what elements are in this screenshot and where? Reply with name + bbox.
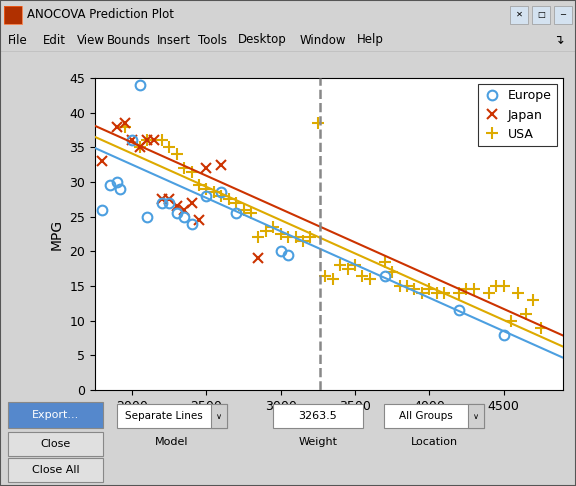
Text: Weight: Weight	[298, 437, 338, 447]
Text: Tools: Tools	[198, 34, 227, 47]
Text: ANOCOVA Prediction Plot: ANOCOVA Prediction Plot	[27, 7, 174, 20]
Bar	[4, 6, 22, 24]
Bar	[117, 404, 227, 428]
Text: Close All: Close All	[32, 465, 79, 475]
Bar	[468, 404, 484, 428]
Bar	[532, 6, 550, 24]
Bar	[8, 432, 103, 456]
Text: □: □	[537, 10, 545, 18]
Text: Close: Close	[40, 439, 71, 449]
Bar	[554, 6, 572, 24]
Text: ─: ─	[560, 10, 566, 18]
Text: Model: Model	[156, 437, 189, 447]
Text: Window: Window	[300, 34, 347, 47]
Bar	[273, 404, 363, 428]
Text: Location: Location	[411, 437, 457, 447]
Text: Edit: Edit	[43, 34, 66, 47]
Text: Export...: Export...	[32, 410, 79, 420]
Text: Desktop: Desktop	[238, 34, 287, 47]
Bar	[510, 6, 528, 24]
Y-axis label: MPG: MPG	[50, 218, 64, 250]
Text: File: File	[8, 34, 28, 47]
Legend: Europe, Japan, USA: Europe, Japan, USA	[478, 84, 557, 146]
Text: Bounds: Bounds	[107, 34, 151, 47]
Bar	[8, 402, 103, 428]
Text: All Groups: All Groups	[399, 411, 453, 421]
Text: 3263.5: 3263.5	[298, 411, 338, 421]
Bar	[8, 458, 103, 482]
Text: ↴: ↴	[554, 34, 564, 47]
Text: Help: Help	[357, 34, 384, 47]
Text: Insert: Insert	[157, 34, 191, 47]
Text: Separate Lines: Separate Lines	[125, 411, 203, 421]
Text: ∨: ∨	[473, 412, 479, 420]
Bar	[211, 404, 227, 428]
Text: ∨: ∨	[216, 412, 222, 420]
Text: ✕: ✕	[516, 10, 522, 18]
Text: View: View	[77, 34, 105, 47]
Bar	[384, 404, 484, 428]
Bar	[4, 6, 22, 24]
